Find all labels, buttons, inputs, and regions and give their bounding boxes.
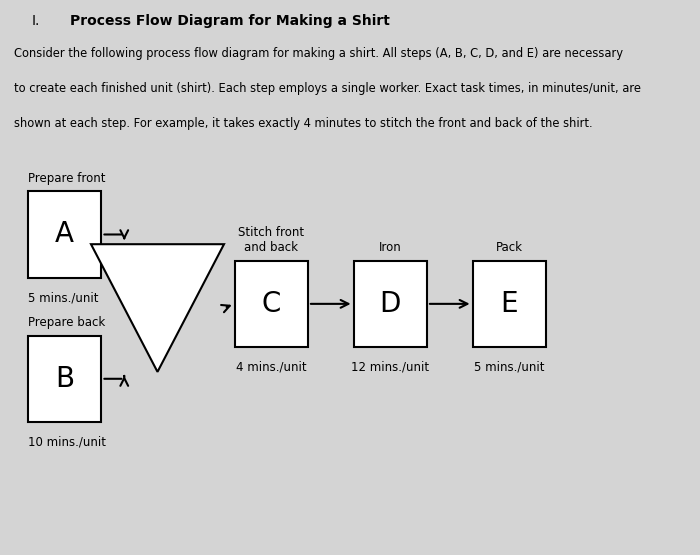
Text: 4 mins./unit: 4 mins./unit: [236, 361, 307, 374]
Text: Process Flow Diagram for Making a Shirt: Process Flow Diagram for Making a Shirt: [70, 14, 390, 28]
Text: shown at each step. For example, it takes exactly 4 minutes to stitch the front : shown at each step. For example, it take…: [14, 117, 593, 130]
Bar: [234, 261, 308, 347]
Text: I.: I.: [32, 14, 40, 28]
Text: D: D: [379, 290, 401, 318]
Text: Prepare back: Prepare back: [28, 316, 105, 329]
Text: 12 mins./unit: 12 mins./unit: [351, 361, 429, 374]
Text: to create each finished unit (shirt). Each step employs a single worker. Exact t: to create each finished unit (shirt). Ea…: [14, 82, 641, 95]
Text: C: C: [262, 290, 281, 318]
Text: 5 mins./unit: 5 mins./unit: [474, 361, 545, 374]
Text: 5 mins./unit: 5 mins./unit: [28, 291, 99, 304]
Text: Iron: Iron: [379, 241, 402, 254]
Bar: [28, 191, 101, 278]
Bar: [28, 336, 101, 422]
Text: E: E: [500, 290, 518, 318]
Polygon shape: [91, 244, 224, 372]
Text: Consider the following process flow diagram for making a shirt. All steps (A, B,: Consider the following process flow diag…: [14, 47, 623, 60]
Text: Prepare front: Prepare front: [28, 172, 106, 185]
Bar: [354, 261, 427, 347]
Text: 10 mins./unit: 10 mins./unit: [28, 436, 106, 448]
Text: Stitch front
and back: Stitch front and back: [238, 226, 304, 254]
Text: Pack: Pack: [496, 241, 523, 254]
Text: B: B: [55, 365, 74, 393]
Text: A: A: [55, 220, 74, 249]
Bar: [473, 261, 546, 347]
